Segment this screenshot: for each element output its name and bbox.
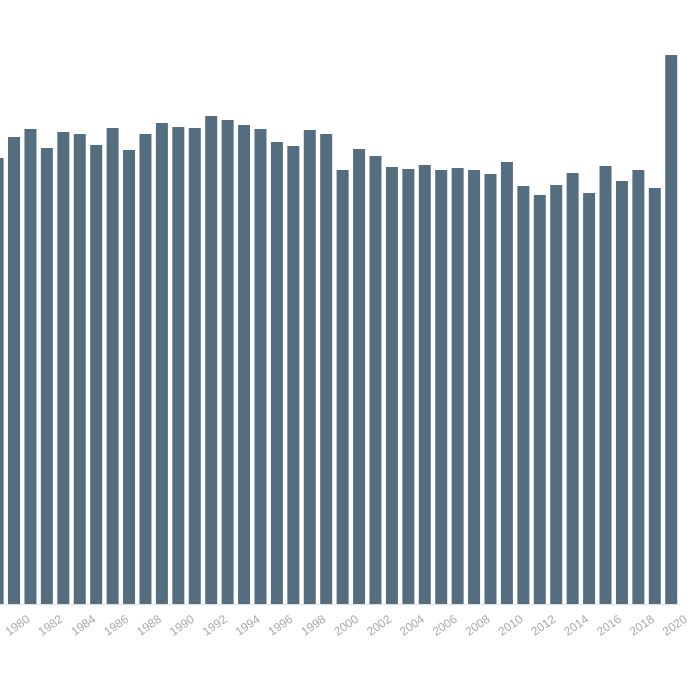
bar bbox=[221, 120, 234, 604]
x-tick-label: 2012 bbox=[528, 612, 558, 639]
bar bbox=[73, 134, 86, 604]
x-tick-label: 1994 bbox=[233, 612, 263, 639]
bar bbox=[0, 158, 4, 604]
x-tick-label: 2020 bbox=[660, 612, 690, 639]
bar bbox=[155, 123, 168, 604]
x-tick-label: 2000 bbox=[331, 612, 361, 639]
bar bbox=[468, 170, 481, 604]
bar bbox=[566, 173, 579, 604]
bar bbox=[238, 125, 251, 604]
bar bbox=[435, 170, 448, 604]
bar bbox=[320, 134, 333, 604]
bar bbox=[57, 132, 70, 604]
x-tick-label: 1984 bbox=[68, 612, 98, 639]
bar bbox=[254, 129, 267, 604]
x-tick-label: 1998 bbox=[298, 612, 328, 639]
bar bbox=[336, 170, 349, 604]
x-tick-label: 2010 bbox=[496, 612, 526, 639]
bar bbox=[418, 165, 431, 604]
bar bbox=[287, 146, 300, 604]
bar bbox=[402, 169, 415, 604]
bar bbox=[615, 181, 628, 604]
bar bbox=[500, 162, 513, 604]
bar bbox=[648, 188, 661, 604]
bar bbox=[517, 186, 530, 604]
x-tick-label: 1980 bbox=[3, 612, 33, 639]
x-tick-label: 1986 bbox=[101, 612, 131, 639]
x-tick-label: 1996 bbox=[265, 612, 295, 639]
x-tick-label: 2002 bbox=[364, 612, 394, 639]
bar bbox=[8, 137, 21, 604]
bar bbox=[303, 130, 316, 604]
x-tick-label: 1988 bbox=[134, 612, 164, 639]
bar bbox=[106, 128, 119, 604]
x-tick-label: 2014 bbox=[561, 612, 591, 639]
x-tick-label: 2016 bbox=[594, 612, 624, 639]
x-tick-label: 1982 bbox=[35, 612, 65, 639]
bar bbox=[484, 174, 497, 604]
bar bbox=[188, 128, 201, 604]
bar bbox=[139, 134, 152, 604]
bar bbox=[369, 156, 382, 604]
bar bbox=[353, 149, 366, 604]
bar bbox=[172, 127, 185, 604]
x-tick-label: 2004 bbox=[397, 612, 427, 639]
bar bbox=[583, 193, 596, 604]
bar bbox=[451, 168, 464, 604]
bar bbox=[533, 195, 546, 604]
x-tick-label: 2018 bbox=[627, 612, 657, 639]
x-tick-label: 1990 bbox=[167, 612, 197, 639]
bar bbox=[632, 170, 645, 604]
bar bbox=[40, 148, 53, 604]
bar bbox=[205, 116, 218, 604]
bar bbox=[599, 166, 612, 604]
bar bbox=[550, 185, 563, 604]
bar bbox=[665, 55, 678, 604]
x-tick-label: 2006 bbox=[430, 612, 460, 639]
bar bbox=[90, 145, 103, 604]
bar bbox=[24, 129, 37, 604]
x-tick-label: 2008 bbox=[463, 612, 493, 639]
bar bbox=[270, 142, 283, 604]
bar bbox=[385, 167, 398, 604]
bar bbox=[123, 150, 136, 604]
x-tick-label: 1992 bbox=[200, 612, 230, 639]
